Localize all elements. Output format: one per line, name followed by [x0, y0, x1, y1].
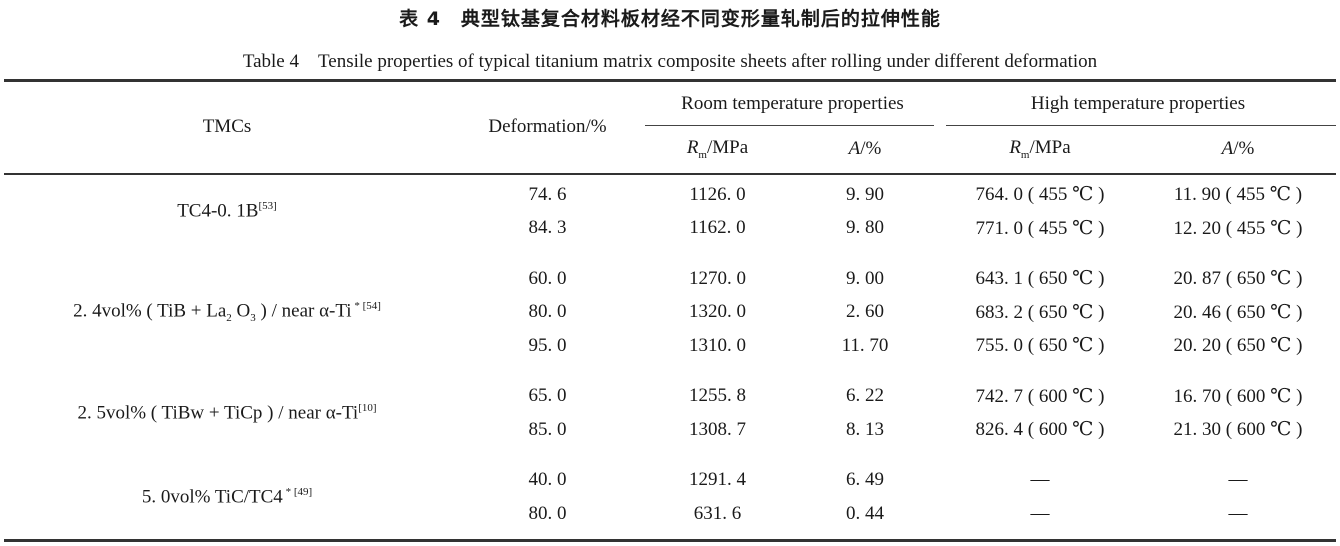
table-row: 85. 0 1308. 7 8. 13 826. 4 ( 600 ℃ ) 21. 30 …	[4, 413, 1336, 447]
header-room-temperature: Room temperature properties	[645, 82, 940, 126]
spacer-cell	[4, 363, 1336, 380]
table-row: 84. 3 1162. 0 9. 80 771. 0 ( 455 ℃ ) 12. 20 …	[4, 212, 1336, 246]
tmc-name-part: 5. 0vol% TiC/TC4	[141, 486, 283, 508]
room-a-cell: 9. 90	[846, 183, 884, 205]
header-tmcs: TMCs	[202, 116, 252, 137]
table-row: 80. 0 1320. 0 2. 60 683. 2 ( 650 ℃ ) 20. 46 …	[4, 296, 1336, 330]
room-rm-cell: 1310. 0	[689, 334, 746, 356]
high-a-cell: 11. 90 ( 455 ℃ )	[1173, 184, 1303, 206]
deformation-cell: 65. 0	[528, 385, 567, 407]
high-rm-cell: 683. 2 ( 650 ℃ )	[975, 301, 1105, 323]
deformation-cell: 95. 0	[528, 334, 567, 356]
header-deformation: Deformation/%	[488, 116, 607, 137]
tmc-name-part: * [49]	[282, 485, 313, 498]
deformation-cell: 40. 0	[528, 469, 567, 491]
high-rm-cell: 764. 0 ( 455 ℃ )	[975, 184, 1105, 206]
table-title-chinese: 表 4 典型钛基复合材料板材经不同变形量轧制后的拉伸性能	[399, 8, 941, 30]
high-a-cell: 20. 20 ( 650 ℃ )	[1173, 335, 1303, 357]
high-rm-cell: 826. 4 ( 600 ℃ )	[975, 419, 1105, 441]
table-row: 95. 0 1310. 0 11. 70 755. 0 ( 650 ℃ ) 20. 20…	[4, 329, 1336, 363]
high-a-cell: 20. 46 ( 650 ℃ )	[1173, 301, 1303, 323]
high-rm-cell: 771. 0 ( 455 ℃ )	[975, 217, 1105, 239]
group-spacer	[4, 245, 1336, 262]
tmc-name: 2. 5vol% ( TiBw + TiCp ) / near α-Ti[10]	[4, 380, 450, 447]
table-row: TC4-0. 1B[53] 74. 6 1126. 0 9. 90 764. 0 ( 4…	[4, 178, 1336, 222]
table-row: 2. 4vol% ( TiB + La2 O3 ) / near α-Ti * …	[4, 262, 1336, 325]
group-spacer	[4, 363, 1336, 380]
high-rm-cell: 742. 7 ( 600 ℃ )	[975, 385, 1105, 407]
room-rm-cell: 1255. 8	[689, 385, 746, 407]
tensile-properties-table: TMCs Deformation/% Room temperature prop…	[4, 82, 1337, 531]
tmc-name: 2. 4vol% ( TiB + La2 O3 ) / near α-Ti * …	[4, 262, 450, 363]
header-room-rm: Rm/MPa	[686, 137, 749, 161]
table-row: 80. 0 631. 6 0. 44 — —	[4, 497, 1336, 531]
table-row: 5. 0vol% TiC/TC4 * [49] 40. 0 1291. 4 6. 49…	[4, 464, 1336, 507]
high-a-cell: 16. 70 ( 600 ℃ )	[1173, 385, 1303, 407]
high-a-cell: 21. 30 ( 600 ℃ )	[1173, 419, 1303, 441]
deformation-cell: 80. 0	[528, 502, 567, 524]
table-body: TC4-0. 1B[53] 74. 6 1126. 0 9. 90 764. 0 ( 4…	[4, 172, 1336, 531]
room-a-cell: 6. 49	[846, 469, 884, 491]
deformation-cell: 80. 0	[528, 301, 567, 323]
table-title-english: Table 4 Tensile properties of typical ti…	[242, 51, 1098, 72]
room-rm-cell: 1162. 0	[689, 217, 746, 239]
tmc-name-part: O	[231, 300, 251, 322]
bottom-rule	[4, 539, 1336, 542]
room-a-cell: 2. 60	[846, 301, 884, 323]
top-rule	[4, 79, 1336, 82]
header-rule	[4, 173, 1336, 175]
room-rm-cell: 1126. 0	[689, 183, 746, 205]
room-a-cell: 11. 70	[841, 334, 889, 356]
room-rm-cell: 1320. 0	[689, 301, 746, 323]
room-rm-cell: 1270. 0	[689, 267, 746, 289]
high-rm-cell: 643. 1 ( 650 ℃ )	[975, 268, 1105, 290]
deformation-cell: 84. 3	[528, 217, 567, 239]
room-a-cell: 8. 13	[846, 418, 884, 440]
room-a-cell: 6. 22	[846, 385, 884, 407]
room-rm-cell: 631. 6	[693, 502, 742, 524]
room-a-cell: 0. 44	[846, 502, 884, 524]
room-a-cell: 9. 00	[846, 267, 884, 289]
tmc-name-part: [10]	[358, 401, 377, 414]
tmc-name-part: 2. 4vol% ( TiB + La	[73, 300, 227, 322]
room-rm-cell: 1291. 4	[689, 469, 746, 491]
room-rm-cell: 1308. 7	[689, 418, 746, 440]
tmc-name-part: 3	[250, 312, 256, 325]
tmc-name: 5. 0vol% TiC/TC4 * [49]	[4, 464, 450, 531]
deformation-cell: 74. 6	[528, 183, 567, 205]
high-rm-cell: —	[1030, 469, 1050, 491]
high-rm-cell: —	[1030, 502, 1050, 524]
header-high-rm: Rm/MPa	[1009, 137, 1071, 161]
header-high-a: A/%	[1221, 138, 1255, 159]
tmc-name-part: [53]	[258, 200, 277, 213]
spacer-cell	[4, 245, 1336, 262]
tmc-name-part: * [54]	[351, 300, 381, 313]
tmc-name-part: ) / near α-Ti	[255, 300, 352, 322]
table-row: 2. 5vol% ( TiBw + TiCp ) / near α-Ti[10]…	[4, 380, 1336, 423]
tmc-name-part: TC4-0. 1B	[177, 200, 259, 222]
header-room-a: A/%	[848, 138, 882, 159]
deformation-cell: 60. 0	[528, 267, 567, 289]
room-a-cell: 9. 80	[846, 217, 884, 239]
high-rm-cell: 755. 0 ( 650 ℃ )	[975, 335, 1105, 357]
group-spacer	[4, 447, 1336, 464]
tmc-name-part: 2. 5vol% ( TiBw + TiCp ) / near α-Ti	[77, 402, 359, 424]
spacer-cell	[4, 447, 1336, 464]
high-a-cell: 12. 20 ( 455 ℃ )	[1173, 217, 1303, 239]
high-a-cell: —	[1228, 502, 1248, 524]
tmc-name: TC4-0. 1B[53]	[4, 178, 450, 245]
header-high-temperature: High temperature properties	[940, 82, 1337, 126]
high-a-cell: —	[1228, 469, 1248, 491]
high-a-cell: 20. 87 ( 650 ℃ )	[1173, 268, 1303, 290]
deformation-cell: 85. 0	[528, 418, 567, 440]
tmc-name-part: 2	[226, 312, 232, 325]
